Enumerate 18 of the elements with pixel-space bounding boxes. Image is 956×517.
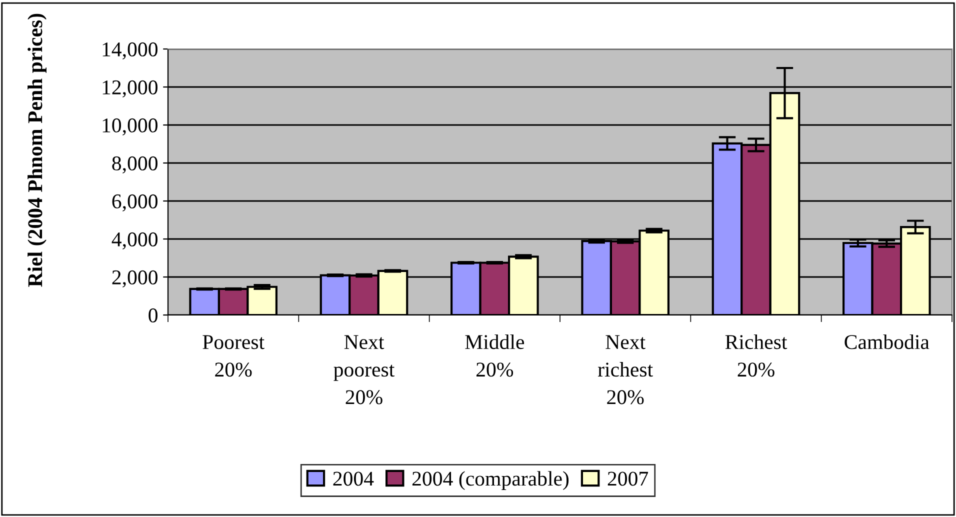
x-tick-label: Middle 20%	[465, 334, 524, 377]
x-tick-label: Poorest 20%	[202, 335, 264, 377]
y-tick-label: 12,000	[102, 80, 158, 98]
y-tick-label: 10,000	[102, 118, 158, 136]
legend-label: 2004	[333, 472, 374, 486]
x-tick-label: Cambodia	[844, 334, 930, 350]
y-tick-label: 2,000	[112, 270, 158, 288]
legend-label: 2004 (comparable)	[412, 471, 569, 490]
x-tick-label: Richest 20%	[725, 334, 788, 377]
y-tick-label: 6,000	[112, 194, 158, 212]
y-tick-label: 14,000	[102, 42, 158, 60]
x-tick-label: Next poorest 20%	[334, 335, 395, 404]
legend-label: 2007	[608, 472, 648, 486]
y-axis-title: Riel (2004 Phnom Penh prices)	[28, 14, 46, 287]
y-tick-label: 8,000	[112, 156, 158, 174]
x-tick-label: Next richest 20%	[598, 335, 653, 404]
y-tick-label: 0	[148, 308, 158, 322]
y-tick-label: 4,000	[112, 232, 158, 250]
